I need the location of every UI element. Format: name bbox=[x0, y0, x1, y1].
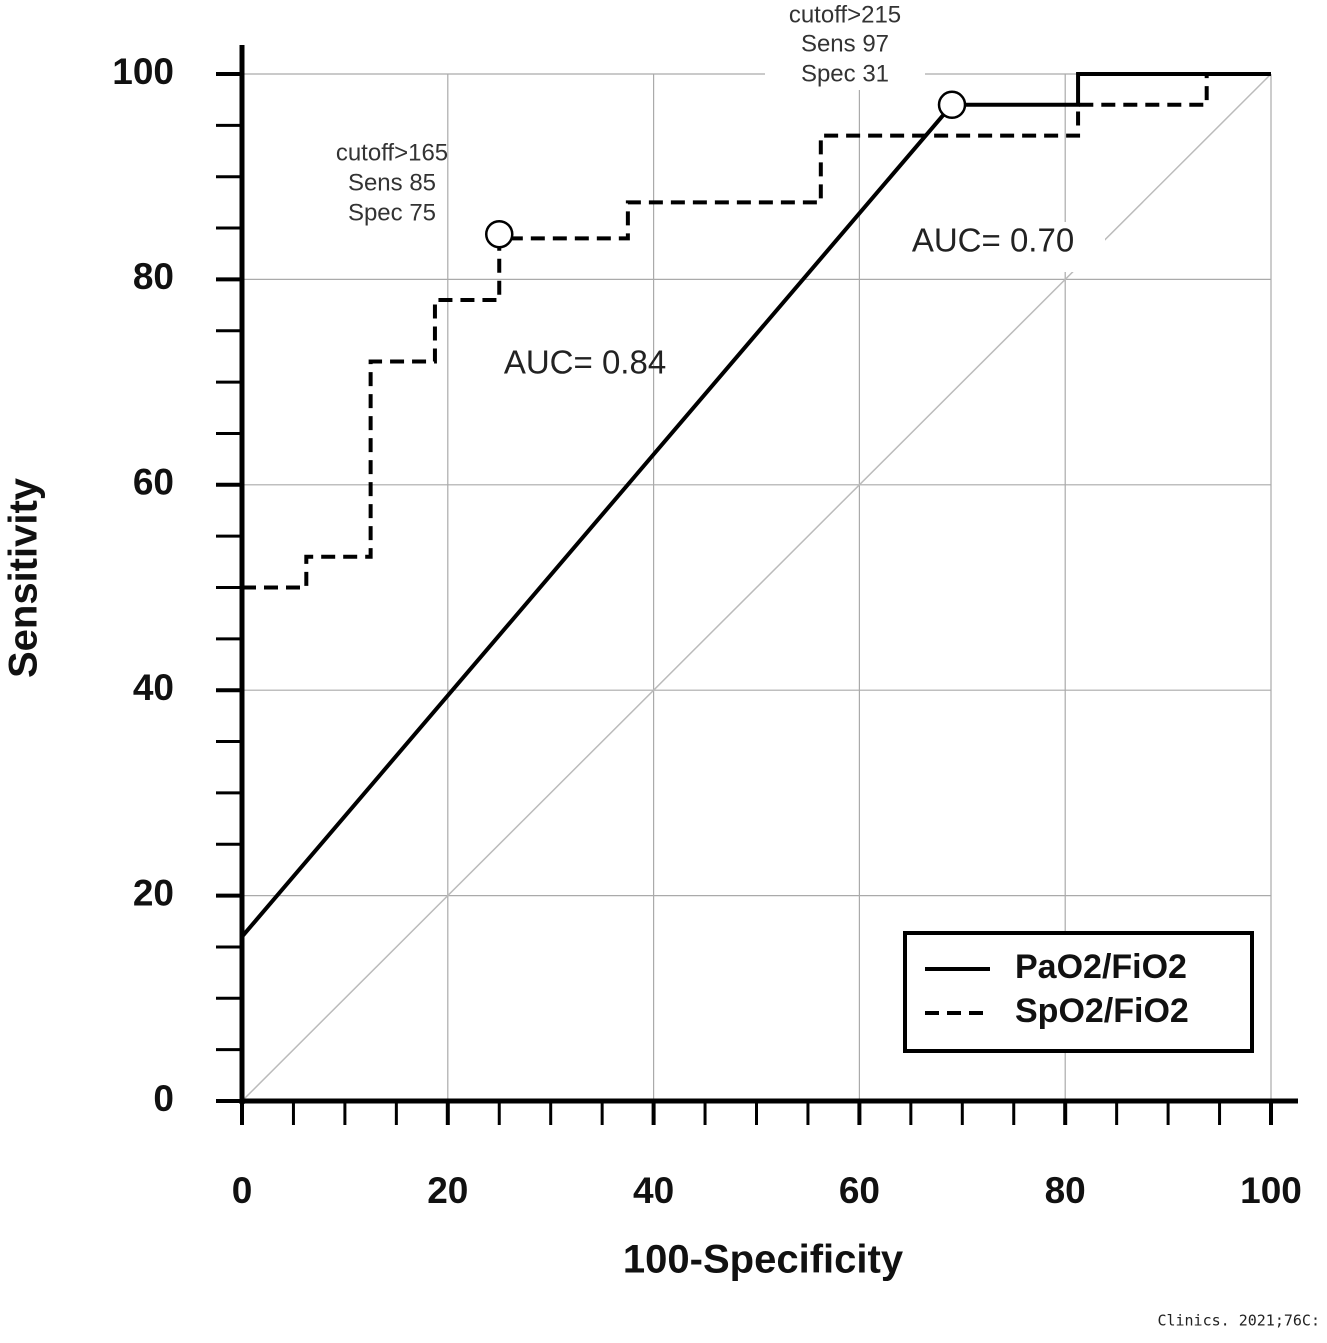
grid bbox=[241, 73, 1272, 1102]
x-tick-label: 60 bbox=[839, 1170, 880, 1211]
series-line bbox=[240, 72, 1271, 938]
x-tick-label: 0 bbox=[232, 1170, 253, 1211]
source: Clinics. 2021;76C: bbox=[1157, 1312, 1320, 1330]
x-tick-label: 40 bbox=[633, 1170, 674, 1211]
x-axis-title: 100-Specificity bbox=[623, 1238, 904, 1282]
annotation-bg bbox=[880, 222, 1105, 272]
cutoff-marker bbox=[485, 219, 514, 249]
y-tick-label: 100 bbox=[112, 51, 174, 92]
legend-label: SpO2/FiO2 bbox=[1015, 992, 1189, 1030]
legend-label: PaO2/FiO2 bbox=[1015, 948, 1187, 986]
y-tick-label: 40 bbox=[133, 667, 174, 708]
auc-label: AUC= 0.70 bbox=[912, 222, 1074, 259]
y-tick-label: 20 bbox=[133, 872, 174, 913]
y-tick-label: 80 bbox=[133, 256, 174, 297]
x-tick-label: 100 bbox=[1240, 1170, 1302, 1211]
legend-box bbox=[903, 931, 1254, 1053]
y-tick-label: 60 bbox=[133, 462, 174, 503]
y-tick-label: 0 bbox=[153, 1078, 174, 1119]
annotation: cutoff>215 bbox=[789, 1, 901, 28]
annotation: Spec 31 bbox=[801, 60, 889, 87]
auc-label: AUC= 0.84 bbox=[504, 344, 666, 381]
annotation-bg bbox=[765, 0, 925, 90]
x-tick-label: 20 bbox=[427, 1170, 468, 1211]
annotation: Spec 75 bbox=[348, 199, 436, 226]
series-line bbox=[242, 72, 1271, 590]
plot bbox=[240, 72, 1271, 938]
y-axis-title: Sensitivity bbox=[2, 477, 46, 678]
annotation: Sens 97 bbox=[801, 30, 889, 57]
x-tick-label: 80 bbox=[1045, 1170, 1086, 1211]
annotation: Sens 85 bbox=[348, 169, 436, 196]
annotation: cutoff>165 bbox=[336, 139, 448, 166]
cutoff-marker bbox=[937, 90, 967, 120]
